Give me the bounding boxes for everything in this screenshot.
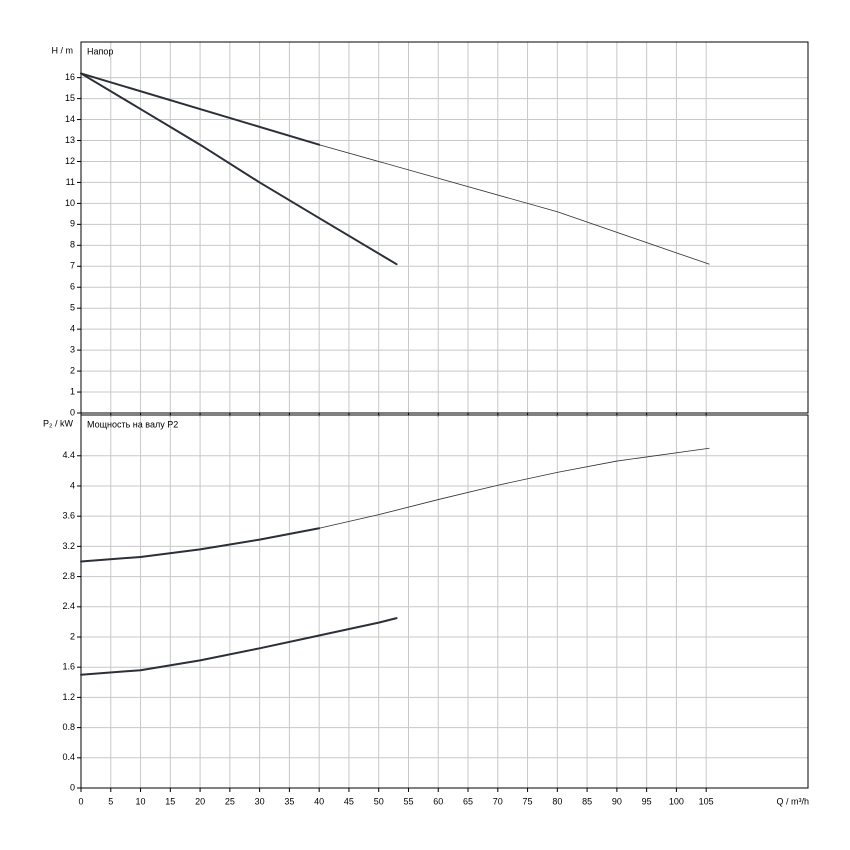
y-tick-label: 1.6 <box>62 662 75 672</box>
y-tick-label: 13 <box>65 135 75 145</box>
y-tick-label: 4 <box>70 324 75 334</box>
x-tick-label: 55 <box>403 796 413 806</box>
y-tick-label: 6 <box>70 282 75 292</box>
y-tick-label: 15 <box>65 93 75 103</box>
y-tick-label: 16 <box>65 72 75 82</box>
x-tick-label: 65 <box>463 796 473 806</box>
y-tick-label: 3.2 <box>62 541 75 551</box>
y-tick-label: 2.4 <box>62 601 75 611</box>
y-tick-label: 3.6 <box>62 511 75 521</box>
y-tick-label: 2 <box>70 631 75 641</box>
y-tick-label: 3 <box>70 344 75 354</box>
y-tick-label: 2.8 <box>62 571 75 581</box>
x-tick-label: 15 <box>165 796 175 806</box>
x-tick-label: 20 <box>195 796 205 806</box>
y-tick-label: 8 <box>70 240 75 250</box>
y-tick-label: 12 <box>65 156 75 166</box>
x-tick-label: 70 <box>493 796 503 806</box>
x-tick-label: 60 <box>433 796 443 806</box>
y-tick-label: 0.8 <box>62 722 75 732</box>
y-tick-label: 0 <box>70 782 75 792</box>
panel-title: Мощность на валу P2 <box>87 419 178 429</box>
plot-frame <box>80 414 809 789</box>
curve <box>318 144 710 265</box>
x-tick-label: 5 <box>108 796 113 806</box>
y-tick-label: 1 <box>70 386 75 396</box>
plot-frame <box>80 41 809 414</box>
curve <box>80 72 321 146</box>
x-axis-label: Q / m³/h <box>776 796 809 806</box>
y-tick-label: 5 <box>70 303 75 313</box>
x-tick-label: 85 <box>582 796 592 806</box>
y-tick-label: 14 <box>65 114 75 124</box>
y-tick-label: 11 <box>66 177 75 187</box>
x-tick-label: 0 <box>78 796 83 806</box>
y-tick-label: 0 <box>70 407 75 417</box>
curve <box>80 72 398 266</box>
y-tick-label: 7 <box>70 261 75 271</box>
x-tick-label: 30 <box>255 796 265 806</box>
curve <box>318 447 710 529</box>
y-tick-label: 4.4 <box>62 450 75 460</box>
y-tick-label: 1.2 <box>62 692 75 702</box>
y-tick-label: 4 <box>70 480 75 490</box>
y-tick-label: 10 <box>65 198 75 208</box>
curve <box>80 527 321 563</box>
x-tick-label: 90 <box>612 796 622 806</box>
panel-title: Напор <box>87 46 113 56</box>
y-tick-label: 9 <box>70 219 75 229</box>
x-tick-label: 95 <box>642 796 652 806</box>
y-axis-label: H / m <box>52 45 74 55</box>
x-tick-label: 75 <box>523 796 533 806</box>
x-tick-label: 100 <box>669 796 684 806</box>
curve <box>80 617 398 676</box>
x-tick-label: 50 <box>374 796 384 806</box>
y-tick-label: 0.4 <box>62 752 75 762</box>
x-tick-label: 105 <box>699 796 714 806</box>
x-tick-label: 25 <box>225 796 235 806</box>
x-tick-label: 35 <box>284 796 294 806</box>
x-tick-label: 10 <box>136 796 146 806</box>
x-tick-label: 80 <box>552 796 562 806</box>
y-tick-label: 2 <box>70 365 75 375</box>
y-axis-label: P₂ / kW <box>43 418 73 428</box>
x-tick-label: 45 <box>344 796 354 806</box>
x-tick-label: 40 <box>314 796 324 806</box>
